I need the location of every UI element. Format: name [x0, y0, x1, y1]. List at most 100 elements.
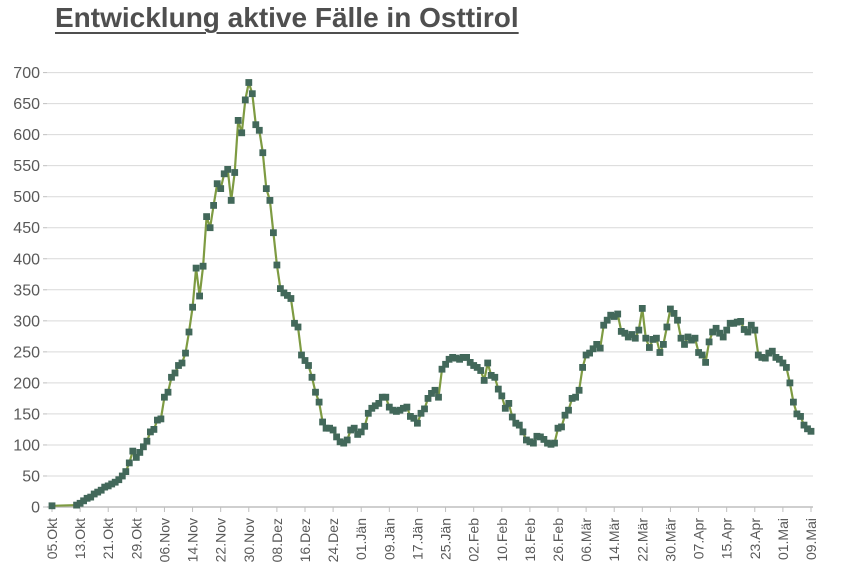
y-tick-label: 600 [13, 127, 40, 144]
x-tick-label: 17.Jän [409, 518, 425, 560]
data-point-marker [298, 351, 305, 359]
data-point-marker [277, 285, 284, 292]
data-point-marker [695, 349, 702, 356]
data-point-marker [681, 341, 688, 348]
x-tick-label: 06.Mär [578, 518, 594, 562]
data-point-marker [273, 261, 281, 269]
data-point-marker [498, 392, 506, 400]
data-point-marker [705, 338, 713, 346]
data-point-marker [508, 413, 516, 421]
data-point-marker [118, 472, 126, 480]
data-point-marker [294, 323, 302, 331]
data-point-marker [48, 502, 56, 510]
data-point-marker [217, 185, 225, 192]
data-point-marker [638, 305, 646, 312]
data-point-marker [797, 413, 804, 420]
data-point-marker [350, 424, 358, 432]
data-point-marker [400, 404, 407, 412]
data-point-marker [575, 386, 583, 394]
data-point-marker [241, 96, 249, 104]
data-point-marker [793, 410, 801, 418]
data-point-marker [610, 313, 618, 320]
data-point-marker [94, 488, 102, 496]
data-point-marker [572, 393, 579, 401]
data-point-marker [305, 362, 312, 369]
data-point-marker [582, 351, 590, 359]
data-point-marker [716, 329, 723, 337]
data-point-marker [115, 476, 123, 484]
data-point-marker [698, 351, 706, 359]
data-point-marker [688, 336, 695, 344]
data-point-marker [284, 292, 291, 299]
data-point-marker [744, 328, 752, 336]
data-point-marker [747, 321, 755, 329]
data-point-marker [702, 359, 709, 366]
data-point-marker [357, 428, 365, 436]
data-point-marker [709, 328, 716, 336]
data-point-marker [491, 373, 499, 381]
data-point-marker [421, 405, 428, 413]
data-point-marker [631, 334, 639, 342]
data-point-marker [804, 425, 811, 433]
data-point-marker [726, 319, 734, 327]
data-point-marker [484, 359, 492, 367]
data-point-marker [203, 213, 210, 220]
y-tick-label: 250 [13, 344, 40, 361]
data-point-marker [161, 393, 168, 401]
data-point-marker [210, 202, 217, 209]
data-point-marker [621, 329, 629, 337]
chart-title: Entwicklung aktive Fälle in Osttirol [55, 2, 519, 33]
data-point-marker [456, 355, 463, 363]
data-point-marker [730, 319, 738, 327]
data-point-marker [252, 121, 260, 129]
data-point-marker [266, 197, 274, 204]
data-point-marker [463, 354, 470, 361]
data-point-marker [487, 372, 495, 379]
data-point-marker [213, 180, 221, 188]
data-point-marker [417, 409, 425, 417]
data-point-marker [737, 318, 745, 325]
x-tick-label: 07.Apr [691, 518, 707, 560]
data-point-marker [147, 428, 154, 436]
data-point-marker [800, 421, 808, 429]
data-point-marker [83, 494, 91, 502]
data-point-marker [561, 411, 569, 419]
data-point-marker [635, 326, 643, 334]
data-point-marker [438, 365, 446, 373]
data-point-marker [589, 345, 597, 353]
y-tick-label: 700 [13, 65, 40, 82]
data-point-marker [477, 367, 485, 374]
data-point-marker [196, 292, 203, 300]
data-point-marker [371, 402, 379, 410]
x-tick-label: 05.Okt [44, 518, 60, 559]
data-point-marker [617, 328, 625, 335]
data-point-marker [178, 359, 186, 367]
data-point-marker [568, 395, 576, 402]
x-tick-label: 18.Feb [522, 518, 538, 562]
data-point-marker [227, 197, 235, 204]
data-point-marker [646, 344, 653, 351]
data-point-marker [600, 321, 608, 329]
data-point-marker [614, 310, 622, 318]
data-point-marker [459, 354, 467, 361]
data-point-marker [224, 166, 232, 173]
data-point-marker [347, 426, 355, 434]
data-point-marker [238, 129, 246, 137]
data-point-marker [108, 480, 116, 488]
data-point-marker [287, 295, 295, 302]
data-point-marker [375, 400, 383, 407]
data-point-marker [255, 126, 263, 134]
data-point-marker [129, 447, 137, 455]
data-point-marker [393, 408, 400, 415]
data-point-marker [523, 436, 530, 444]
x-tick-label: 24.Dez [325, 518, 341, 562]
data-point-marker [565, 406, 572, 414]
y-tick-label: 400 [13, 251, 40, 268]
data-point-marker [783, 364, 790, 371]
data-point-marker [512, 419, 520, 427]
data-point-marker [368, 404, 376, 412]
x-tick-label: 14.Nov [185, 518, 201, 562]
x-tick-label: 16.Dez [297, 518, 313, 562]
data-point-marker [445, 355, 453, 363]
